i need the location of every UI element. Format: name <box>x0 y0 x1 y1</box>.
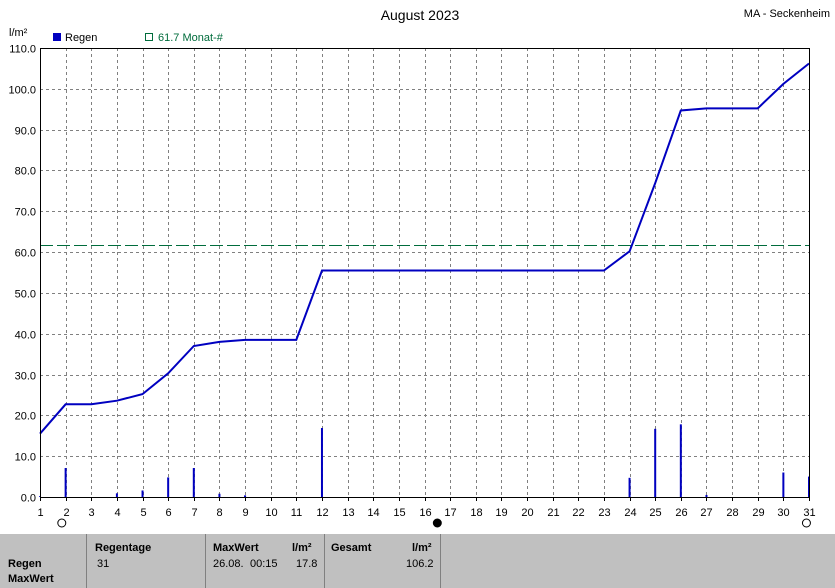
grid-lines <box>40 48 809 497</box>
x-tick-label: 18 <box>470 507 482 519</box>
x-tick-label: 26 <box>675 507 687 519</box>
rain-bar <box>782 472 785 497</box>
cumulative-rain-line <box>39 62 810 435</box>
x-tick-label: 27 <box>700 507 712 519</box>
x-tick-label: 8 <box>216 507 222 519</box>
rain-bar <box>320 428 323 497</box>
row-label-maxwert: MaxWert <box>8 573 54 585</box>
x-tick-label: 13 <box>342 507 354 519</box>
gesamt-unit: l/m² <box>412 542 432 554</box>
plot-frame <box>40 48 810 498</box>
regentage-value: 31 <box>97 558 110 570</box>
x-tick-label: 25 <box>649 507 661 519</box>
y-tick-label: 20.0 <box>15 411 36 423</box>
y-tick-label: 90.0 <box>15 126 36 138</box>
x-tick-label: 5 <box>140 507 146 519</box>
gesamt-header: Gesamt <box>331 542 372 554</box>
x-tick-label: 19 <box>495 507 507 519</box>
x-tick-label: 9 <box>242 507 248 519</box>
cumulative-polyline <box>39 62 810 435</box>
rain-bar <box>679 424 682 497</box>
y-tick-label: 110.0 <box>9 44 36 56</box>
rain-bar <box>115 493 118 497</box>
rain-bar <box>64 468 67 497</box>
x-tick-label: 23 <box>598 507 610 519</box>
x-axis-ticks: 1 2 3 4 5 6 7 8 9 10 11 12 13 14 15 16 17 18 19 20 21 22 23 24 2… <box>37 497 816 519</box>
x-tick-label: 3 <box>88 507 94 519</box>
y-tick-label: 0.0 <box>21 493 36 505</box>
rain-bar <box>167 477 170 497</box>
legend-rain-label: Regen <box>65 32 97 44</box>
rain-bar <box>218 493 221 497</box>
x-tick-label: 1 <box>37 507 43 519</box>
moon-phase-markers <box>57 518 811 528</box>
full-moon-icon <box>801 518 811 528</box>
x-tick-label: 10 <box>265 507 277 519</box>
rain-bar <box>654 428 657 497</box>
x-tick-label: 11 <box>291 507 302 519</box>
full-moon-icon <box>57 518 67 528</box>
x-tick-label: 7 <box>191 507 197 519</box>
x-tick-label: 28 <box>726 507 738 519</box>
y-axis-ticks: 0.0 10.0 20.0 30.0 40.0 50.0 60.0 70.0 80.0 90.0 1… <box>8 44 36 505</box>
x-tick-label: 29 <box>752 507 764 519</box>
rain-bar <box>705 494 708 497</box>
y-tick-label: 100.0 <box>8 85 36 97</box>
maxwert-value: 17.8 <box>296 558 318 570</box>
legend-avg-swatch <box>145 33 153 41</box>
gesamt-value: 106.2 <box>406 558 434 570</box>
y-tick-label: 30.0 <box>15 371 36 383</box>
station-name: MA - Seckenheim <box>744 8 830 20</box>
rain-chart: August 2023 MA - Seckenheim l/m² Regen 6… <box>8 7 830 528</box>
x-tick-label: 17 <box>444 507 456 519</box>
x-tick-label: 4 <box>114 507 120 519</box>
x-tick-label: 20 <box>521 507 533 519</box>
y-tick-label: 60.0 <box>15 248 36 260</box>
y-tick-label: 80.0 <box>15 166 36 178</box>
y-tick-label: 40.0 <box>15 330 36 342</box>
x-tick-label: 15 <box>393 507 405 519</box>
y-axis-unit: l/m² <box>9 27 28 39</box>
x-tick-label: 14 <box>367 507 379 519</box>
y-tick-label: 50.0 <box>15 289 36 301</box>
x-tick-label: 2 <box>63 507 69 519</box>
rain-bar <box>628 477 631 497</box>
y-tick-label: 70.0 <box>15 207 36 219</box>
x-tick-label: 12 <box>316 507 328 519</box>
chart-title: August 2023 <box>381 7 460 23</box>
x-tick-label: 16 <box>419 507 431 519</box>
legend-avg-label: 61.7 Monat-# <box>158 32 224 44</box>
regentage-header: Regentage <box>95 542 152 554</box>
maxwert-unit: l/m² <box>292 542 312 554</box>
maxwert-date: 26.08. <box>213 558 244 570</box>
maxwert-header: MaxWert <box>213 542 259 554</box>
legend-rain-swatch <box>53 33 61 41</box>
x-tick-label: 24 <box>624 507 636 519</box>
x-tick-label: 31 <box>803 507 815 519</box>
summary-panel: Regen MaxWert Regentage 31 MaxWert l/m² … <box>0 534 835 588</box>
y-tick-label: 10.0 <box>15 452 36 464</box>
x-tick-label: 21 <box>547 507 559 519</box>
row-label-regen: Regen <box>8 558 42 570</box>
rain-bar <box>244 495 247 497</box>
x-tick-label: 6 <box>165 507 171 519</box>
x-tick-label: 30 <box>777 507 789 519</box>
daily-rain-bars <box>39 424 810 497</box>
rain-bar <box>192 468 195 497</box>
rain-bar <box>141 490 144 497</box>
maxwert-time: 00:15 <box>250 558 278 570</box>
x-tick-label: 22 <box>572 507 584 519</box>
new-moon-icon <box>432 518 442 528</box>
